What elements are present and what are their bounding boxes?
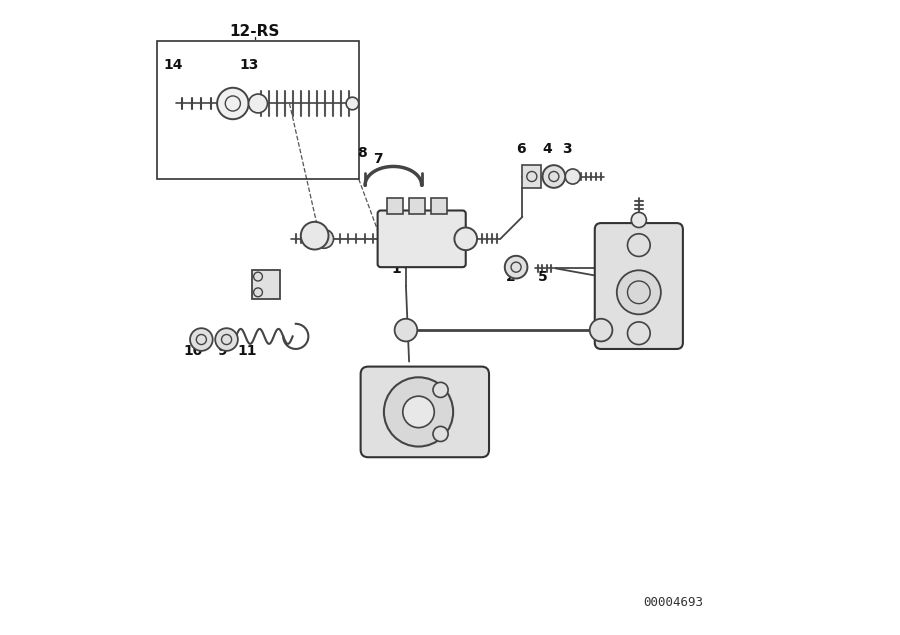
Text: 11: 11 [238,344,257,358]
Circle shape [433,426,448,441]
Circle shape [631,212,646,227]
Circle shape [248,94,267,113]
Circle shape [590,319,612,342]
Text: 3: 3 [562,142,572,156]
Circle shape [627,322,650,345]
Circle shape [616,271,661,314]
Text: 12-RS: 12-RS [230,23,280,39]
Text: 2: 2 [506,270,516,284]
Circle shape [627,234,650,257]
Text: 1: 1 [392,262,401,276]
Text: 00004693: 00004693 [644,596,704,609]
Circle shape [403,396,435,427]
FancyBboxPatch shape [595,223,683,349]
Circle shape [301,222,328,250]
Circle shape [543,165,565,188]
Text: 14: 14 [164,58,183,72]
Circle shape [346,97,359,110]
Circle shape [384,377,453,446]
Text: 10: 10 [184,344,202,358]
Bar [431,198,447,213]
Bar [522,164,541,189]
Text: 5: 5 [538,270,548,284]
FancyBboxPatch shape [378,210,465,267]
Circle shape [394,319,418,342]
Bar [158,41,359,179]
Circle shape [433,382,448,398]
Circle shape [454,227,477,250]
Circle shape [217,88,248,119]
Circle shape [505,256,527,279]
Bar [410,198,425,213]
FancyBboxPatch shape [361,366,489,457]
Bar [252,271,280,298]
Circle shape [190,328,212,351]
Text: 13: 13 [239,58,258,72]
Circle shape [315,229,334,248]
Circle shape [215,328,238,351]
Text: 4: 4 [542,142,552,156]
Text: 7: 7 [373,152,382,166]
Text: 6: 6 [517,142,526,156]
Bar [387,198,403,213]
Text: 8: 8 [357,146,367,160]
Circle shape [565,169,581,184]
Text: 9: 9 [217,344,227,358]
